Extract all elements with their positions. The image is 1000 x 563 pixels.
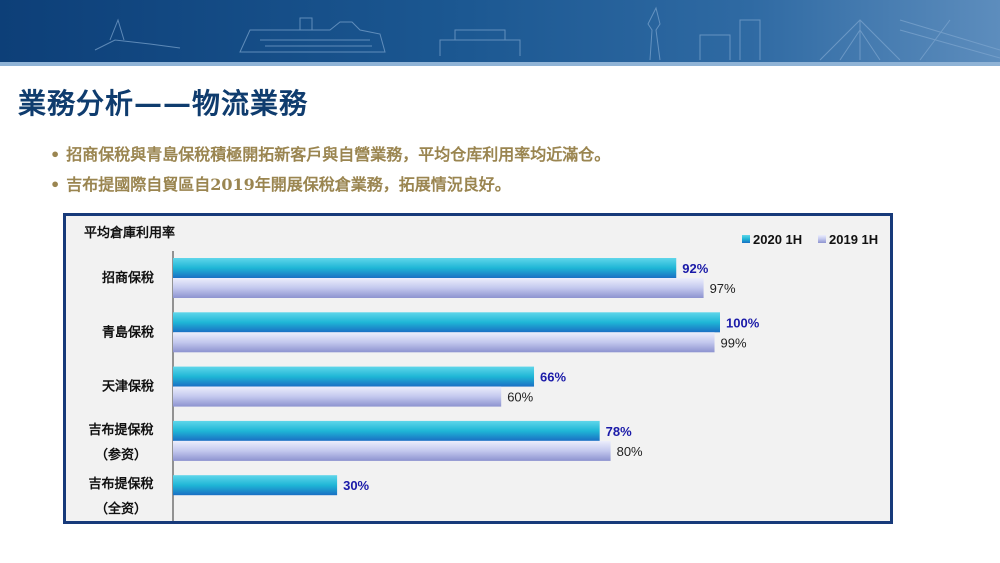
bar-2020 [173,312,720,333]
data-label-2019: 60% [507,390,533,405]
category-label: 天津保稅 [102,379,154,394]
data-label-2019: 97% [710,281,736,296]
legend-swatch-2019 [818,235,826,243]
category-label-sub: （参资） [95,447,147,462]
data-label-2020: 92% [682,261,708,276]
bullet-item: • 招商保稅與青島保稅積極開拓新客戶與自營業務，平均仓库利用率均近滿仓。 [50,140,610,170]
category-label: 吉布提保稅 [88,422,153,437]
bar-2019 [173,332,715,353]
bar-2019 [173,440,611,461]
bar-2020 [173,420,600,441]
utilization-chart: 平均倉庫利用率 2020 1H 2019 1H 招商保稅 92% 97% 青島保稅 100% 9… [63,213,893,524]
legend-label: 2020 1H [753,232,802,247]
bullet-list: • 招商保稅與青島保稅積極開拓新客戶與自營業務，平均仓库利用率均近滿仓。 • 吉布提… [50,140,610,200]
bar-2020 [173,475,338,496]
bullet-dot: • [50,175,61,194]
data-label-2019: 80% [617,444,643,459]
bullet-text: 吉布提國際自貿區自2019年開展保稅倉業務，拓展情況良好。 [66,175,511,194]
banner-ship-skyline-image [94,6,1000,61]
bar-2019 [173,278,704,298]
data-label-2020: 66% [540,370,566,385]
bullet-item: • 吉布提國際自貿區自2019年開展保稅倉業務，拓展情況良好。 [50,170,610,200]
bullet-dot: • [50,145,61,164]
bar-2020 [173,366,535,387]
category-label: 吉布提保稅 [88,476,153,491]
data-label-2020: 78% [606,424,632,439]
category-label: 招商保稅 [102,270,154,285]
header-banner [0,0,1000,66]
chart-canvas: 平均倉庫利用率 2020 1H 2019 1H 招商保稅 92%97% 青島保稅 100% 9… [84,225,878,521]
bullet-text: 招商保稅與青島保稅積極開拓新客戶與自營業務，平均仓库利用率均近滿仓。 [66,145,611,164]
bar-2020 [173,258,677,278]
legend-swatch-2020 [742,235,750,243]
legend-label: 2019 1H [829,232,878,247]
category-label-sub: （全资） [95,501,147,516]
banner-bottom-stripe [0,62,1000,66]
data-label-2019: 99% [721,335,747,350]
data-label-2020: 30% [343,478,369,493]
slide-title: 業務分析——物流業務 [18,87,309,120]
category-label: 青島保稅 [102,324,154,339]
bar-2019 [173,386,502,407]
data-label-2020: 100% [726,315,760,330]
chart-title: 平均倉庫利用率 [84,225,175,240]
